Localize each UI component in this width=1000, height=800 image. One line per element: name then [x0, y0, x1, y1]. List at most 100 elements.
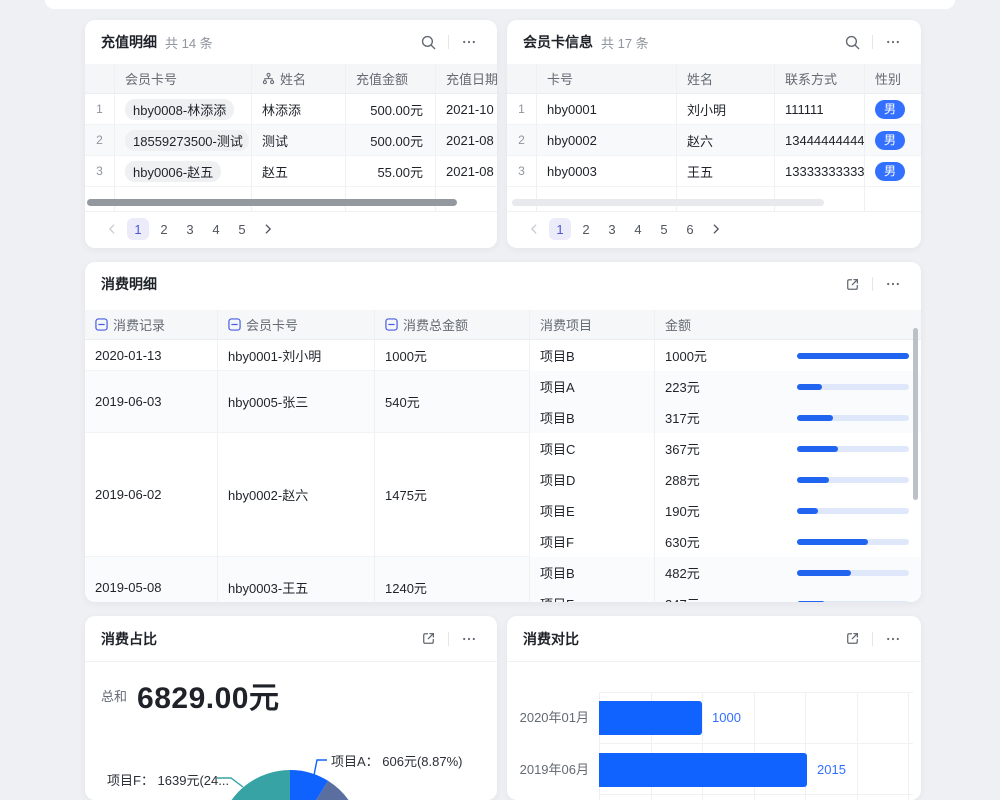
- cell-text: 13333333333: [785, 163, 865, 179]
- column-header-index: [85, 64, 115, 94]
- header-icons: [840, 272, 905, 296]
- page-button-6[interactable]: 6: [679, 218, 701, 240]
- bar-2020年01月[interactable]: [599, 701, 702, 735]
- cell-text: 1000元: [385, 348, 427, 364]
- divider: [872, 277, 873, 291]
- pie-chart[interactable]: [85, 662, 497, 800]
- record-tag: hby0008-林添添: [125, 98, 235, 120]
- page-button-3[interactable]: 3: [601, 218, 623, 240]
- page-button-4[interactable]: 4: [627, 218, 649, 240]
- cell-name: 王五: [677, 156, 775, 187]
- column-label: 消费项目: [540, 318, 593, 333]
- cell-gender: 男: [865, 125, 921, 156]
- column-header-消费项目: 消费项目: [530, 310, 655, 340]
- vertical-scrollbar-thumb[interactable]: [913, 328, 918, 500]
- more-icon[interactable]: [881, 627, 905, 651]
- more-icon[interactable]: [881, 30, 905, 54]
- cell-text: 项目E: [540, 504, 575, 519]
- panel-title: 会员卡信息: [523, 34, 593, 50]
- gridline-vertical: [856, 692, 858, 800]
- expand-icon[interactable]: [840, 627, 864, 651]
- cell-index: 3: [85, 156, 115, 187]
- amount-text: 367元: [665, 442, 700, 457]
- panel-consumption-compare: 消费对比 2020年01月 1000 2019年06月 2015: [507, 616, 921, 800]
- cell-project: 项目B: [530, 557, 655, 588]
- amount-meter: [797, 383, 909, 390]
- cell-member-card: hby0003-王五: [218, 557, 375, 602]
- amount-text: 1000元: [665, 349, 707, 364]
- category-label: 2020年01月: [513, 709, 589, 727]
- cell-card: hby0006-赵五: [115, 156, 252, 187]
- amount-text: 630元: [665, 535, 700, 550]
- amount-meter-fill: [797, 538, 868, 545]
- cell-project: 项目B: [530, 402, 655, 433]
- collapse-icon[interactable]: [385, 318, 398, 331]
- bar-chart: 2020年01月 1000 2019年06月 2015: [507, 616, 921, 800]
- column-label: 卡号: [547, 72, 574, 87]
- column-header-充值金额: 充值金额: [346, 64, 436, 94]
- panel-recharge-details: 充值明细 共 14 条 会员卡号 姓名 充值金额 充值日期 1 hby0008-林添添 林添…: [85, 20, 497, 248]
- prev-page-button[interactable]: [523, 218, 545, 240]
- amount-meter-fill: [797, 445, 838, 452]
- cell-text: 项目C: [540, 442, 576, 457]
- cell-text: 项目B: [540, 349, 575, 364]
- pie-slice-blue[interactable]: [290, 769, 329, 800]
- cell-card: hby0002: [537, 125, 677, 156]
- more-icon[interactable]: [457, 30, 481, 54]
- horizontal-scrollbar-thumb[interactable]: [512, 199, 824, 206]
- cell-text: 项目A: [540, 380, 575, 395]
- cell-text: 赵五: [262, 164, 289, 180]
- panel-member-cards: 会员卡信息 共 17 条 卡号 姓名 联系方式 性别 1 hby0001 刘小明 111111…: [507, 20, 921, 248]
- next-page-button[interactable]: [257, 218, 279, 240]
- table-row: 1 hby0001 刘小明 111111 男: [507, 94, 921, 125]
- cell-amount: 630元: [655, 526, 921, 557]
- value-text: 1000: [712, 710, 741, 725]
- cell-gender: 男: [865, 94, 921, 125]
- more-icon[interactable]: [457, 627, 481, 651]
- expand-icon[interactable]: [840, 272, 864, 296]
- horizontal-scrollbar-thumb[interactable]: [87, 199, 457, 206]
- cell-text: 项目F: [540, 594, 574, 602]
- page-button-1[interactable]: 1: [549, 218, 571, 240]
- page-number: 3: [608, 221, 616, 237]
- cell-text: 项目D: [540, 473, 576, 488]
- panel-title: 消费明细: [101, 276, 157, 292]
- item-row: 项目F 630元: [530, 526, 921, 557]
- page-number: 6: [686, 221, 694, 237]
- gridline-vertical: [650, 692, 652, 800]
- page-button-2[interactable]: 2: [575, 218, 597, 240]
- more-icon[interactable]: [881, 272, 905, 296]
- bar-2019年06月[interactable]: [599, 752, 807, 787]
- cell-text: hby0005-张三: [228, 395, 309, 410]
- cell-consume-date: 2019-06-03: [85, 371, 218, 433]
- prev-page-button[interactable]: [101, 218, 123, 240]
- column-label: 姓名: [687, 72, 714, 87]
- gender-badge: 男: [875, 99, 906, 119]
- page-button-5[interactable]: 5: [653, 218, 675, 240]
- next-page-button[interactable]: [705, 218, 727, 240]
- cell-text: 林添添: [262, 102, 302, 118]
- page-button-3[interactable]: 3: [179, 218, 201, 240]
- search-icon[interactable]: [416, 30, 440, 54]
- expand-icon[interactable]: [416, 627, 440, 651]
- cell-text: 2020-01-13: [95, 347, 162, 363]
- page-button-2[interactable]: 2: [153, 218, 175, 240]
- collapse-icon[interactable]: [95, 318, 108, 331]
- collapse-icon[interactable]: [228, 318, 241, 331]
- consumption-group: 2020-01-13 hby0001-刘小明 1000元 项目B 1000元: [85, 340, 921, 371]
- cell-member-card: hby0001-刘小明: [218, 340, 375, 371]
- item-row: 项目C 367元: [530, 433, 921, 464]
- pie-slice-slate[interactable]: [290, 780, 361, 800]
- page-button-4[interactable]: 4: [205, 218, 227, 240]
- cell-date: 2021-10: [436, 94, 497, 125]
- search-icon[interactable]: [840, 30, 864, 54]
- cell-text: 赵六: [687, 133, 714, 149]
- cell-text: hby0002-赵六: [228, 488, 309, 503]
- lookup-icon: [262, 72, 275, 85]
- amount-meter: [797, 352, 909, 359]
- page-button-1[interactable]: 1: [127, 218, 149, 240]
- page-number: 5: [238, 221, 246, 237]
- page-button-5[interactable]: 5: [231, 218, 253, 240]
- pie-slice-teal[interactable]: [221, 770, 291, 800]
- page-number: 4: [634, 221, 642, 237]
